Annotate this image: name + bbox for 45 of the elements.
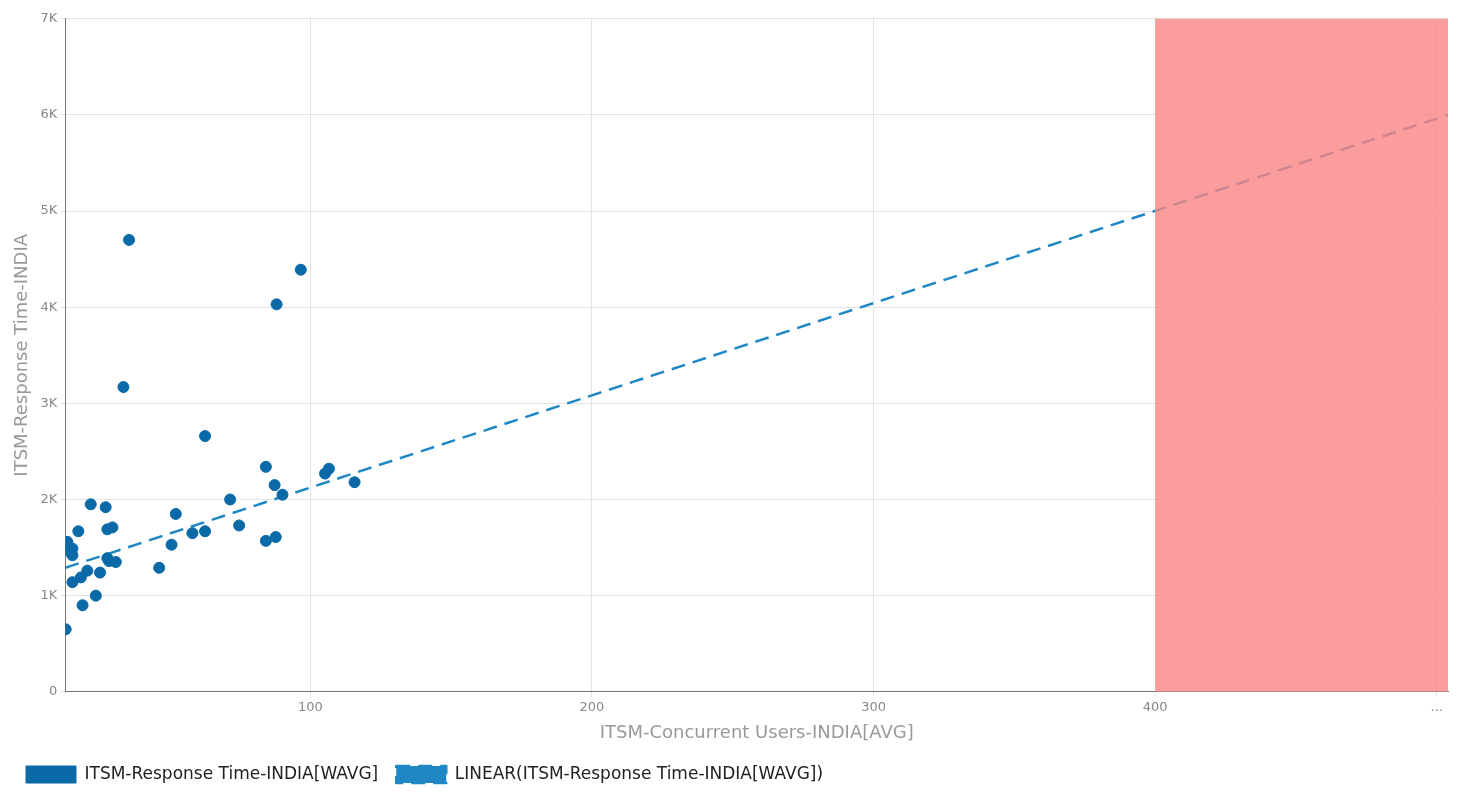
point bbox=[169, 507, 182, 520]
point bbox=[224, 493, 237, 506]
x-tick-label: 400 bbox=[1142, 698, 1168, 714]
point bbox=[66, 576, 79, 589]
point bbox=[117, 381, 130, 394]
point bbox=[233, 519, 246, 532]
point bbox=[99, 501, 112, 514]
x-tick-label: 200 bbox=[579, 698, 605, 714]
y-tick-label: 1K bbox=[40, 587, 58, 603]
y-tick-label: 4K bbox=[40, 298, 58, 314]
point bbox=[199, 430, 212, 443]
legend-label: ITSM-Response Time-INDIA[WAVG] bbox=[84, 762, 379, 783]
y-tick-label: 5K bbox=[40, 202, 58, 218]
point bbox=[84, 498, 97, 511]
y-tick-label: 7K bbox=[40, 10, 58, 26]
point bbox=[165, 538, 178, 551]
y-tick-label: 6K bbox=[40, 106, 58, 122]
point bbox=[81, 564, 94, 577]
point bbox=[186, 527, 199, 540]
point bbox=[123, 233, 136, 246]
y-tick-label: 2K bbox=[40, 490, 58, 506]
point bbox=[94, 566, 107, 579]
y-axis-title: ITSM-Response Time-INDIA bbox=[10, 233, 32, 477]
point bbox=[259, 460, 272, 473]
point bbox=[89, 589, 102, 602]
point bbox=[199, 525, 212, 538]
x-tick-label: 300 bbox=[861, 698, 886, 714]
point bbox=[76, 599, 89, 612]
x-tick-label: 100 bbox=[297, 698, 323, 714]
x-tick-label: ... bbox=[1430, 698, 1443, 714]
y-tick-label: 0 bbox=[49, 683, 58, 699]
point bbox=[268, 479, 281, 492]
point bbox=[269, 531, 282, 544]
point bbox=[276, 488, 289, 501]
point bbox=[270, 298, 283, 311]
point bbox=[294, 263, 307, 276]
legend-label: LINEAR(ITSM-Response Time-INDIA[WAVG]) bbox=[454, 762, 824, 783]
point bbox=[259, 534, 272, 547]
point bbox=[348, 476, 361, 489]
point bbox=[153, 561, 166, 574]
point bbox=[72, 525, 85, 538]
point bbox=[74, 571, 87, 584]
y-tick-label: 3K bbox=[40, 394, 58, 410]
point bbox=[319, 467, 332, 480]
x-axis-title: ITSM-Concurrent Users-INDIA[AVG] bbox=[599, 720, 914, 742]
